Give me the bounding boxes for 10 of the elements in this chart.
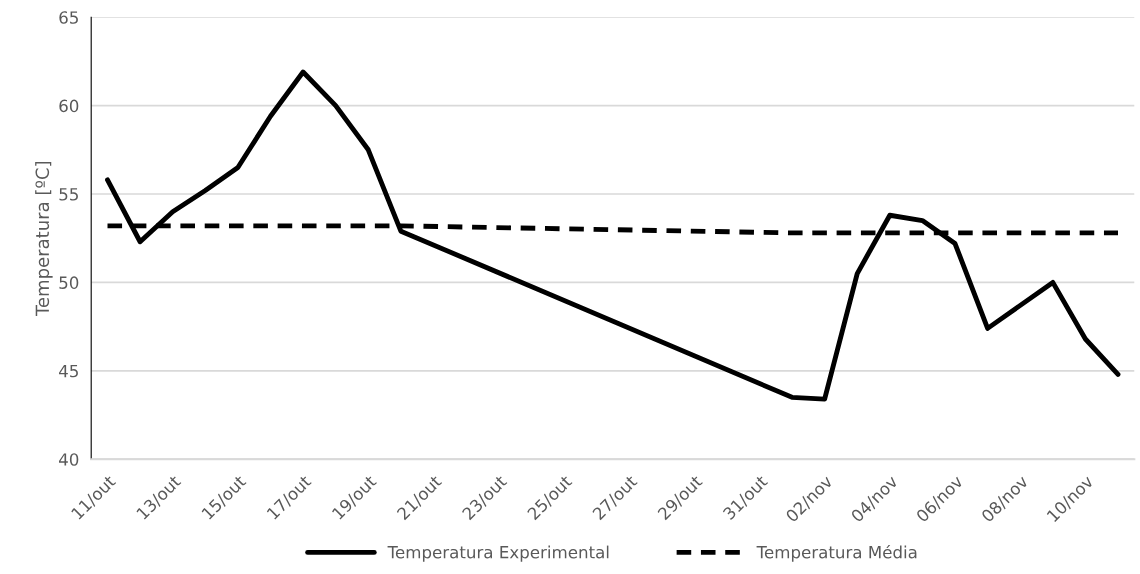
legend-label: Temperatura Experimental <box>387 545 609 562</box>
y-tick-label: 40 <box>59 453 79 466</box>
line-series <box>105 69 1121 402</box>
legend-label: Temperatura Média <box>756 544 917 562</box>
y-tick-label: 65 <box>59 11 78 24</box>
y-tick-label: 50 <box>59 276 79 289</box>
y-axis-title: Temperatura [ºC] <box>35 161 53 317</box>
y-tick-label: 55 <box>59 188 78 201</box>
y-tick-label: 60 <box>59 99 79 113</box>
y-tick-label: 45 <box>59 364 78 378</box>
